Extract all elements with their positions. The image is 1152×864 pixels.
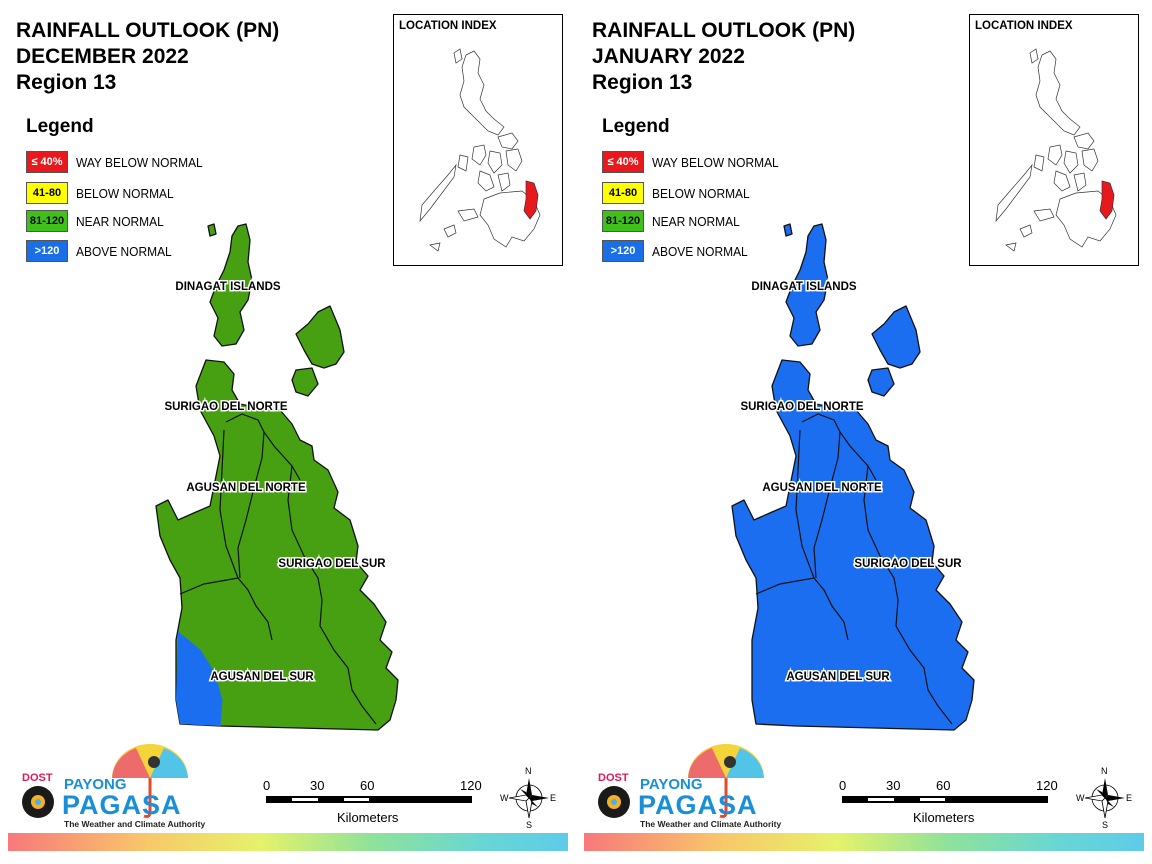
- outlook-panel-december: RAINFALL OUTLOOK (PN) DECEMBER 2022 Regi…: [8, 14, 568, 851]
- region-13-highlight: [1099, 180, 1115, 220]
- legend-item-way-below-normal: ≤ 40% WAY BELOW NORMAL: [26, 151, 214, 173]
- legend-label: NEAR NORMAL: [652, 213, 740, 229]
- legend-label: NEAR NORMAL: [76, 213, 164, 229]
- legend-swatch: 41-80: [26, 182, 68, 204]
- legend-item-way-below-normal: ≤ 40% WAY BELOW NORMAL: [602, 151, 790, 173]
- label-surigao-del-norte: SURIGAO DEL NORTE: [164, 401, 287, 413]
- label-dinagat-islands: DINAGAT ISLANDS: [175, 281, 281, 293]
- legend-swatch: ≤ 40%: [602, 151, 644, 173]
- legend-swatch: ≤ 40%: [26, 151, 68, 173]
- north-arrow-compass: N S W E: [1076, 766, 1134, 830]
- title-line-2: JANUARY 2022: [592, 45, 745, 68]
- legend-item-near-normal: 81-120 NEAR NORMAL: [26, 210, 171, 232]
- title-line-3: Region 13: [16, 71, 117, 94]
- payong-pagasa-logo: DOST PAYONG PAGASA The Weather and Clima…: [592, 740, 782, 832]
- label-agusan-del-norte: AGUSAN DEL NORTE: [762, 482, 882, 494]
- compass-s: S: [1102, 820, 1109, 830]
- location-index-title: LOCATION INDEX: [975, 20, 1073, 32]
- scale-tick-30: 30: [886, 778, 901, 793]
- region-13-map: DINAGAT ISLANDS SURIGAO DEL NORTE AGUSAN…: [731, 223, 975, 731]
- compass-n: N: [525, 766, 532, 776]
- legend-label: BELOW NORMAL: [652, 185, 750, 201]
- map-title: RAINFALL OUTLOOK (PN) DECEMBER 2022 Regi…: [16, 18, 279, 96]
- legend-swatch: 81-120: [26, 210, 68, 232]
- legend-swatch: >120: [26, 240, 68, 262]
- outlook-panel-january: RAINFALL OUTLOOK (PN) JANUARY 2022 Regio…: [576, 0, 1152, 864]
- legend-item-near-normal: 81-120 NEAR NORMAL: [602, 210, 747, 232]
- label-surigao-del-norte: SURIGAO DEL NORTE: [740, 401, 863, 413]
- legend-item-above-normal: >120 ABOVE NORMAL: [26, 240, 180, 262]
- label-agusan-del-norte: AGUSAN DEL NORTE: [186, 482, 306, 494]
- philippines-outline: [995, 48, 1117, 252]
- legend-title: Legend: [602, 116, 670, 137]
- region-13-map: DINAGAT ISLANDS SURIGAO DEL NORTE AGUSAN…: [155, 223, 399, 731]
- logo-dost: DOST: [22, 772, 53, 784]
- logo-tagline: The Weather and Climate Authority: [64, 819, 206, 829]
- title-line-2: DECEMBER 2022: [16, 45, 189, 68]
- title-line-1: RAINFALL OUTLOOK (PN): [16, 19, 280, 42]
- scale-tick-0: 0: [263, 778, 271, 793]
- map-title: RAINFALL OUTLOOK (PN) JANUARY 2022 Regio…: [592, 18, 855, 96]
- legend-title: Legend: [26, 116, 94, 137]
- north-arrow-compass: N S W E: [500, 766, 558, 830]
- compass-w: W: [500, 793, 509, 803]
- legend-item-above-normal: >120 ABOVE NORMAL: [602, 240, 756, 262]
- compass-w: W: [1076, 793, 1085, 803]
- label-agusan-del-sur: AGUSAN DEL SUR: [210, 671, 314, 683]
- label-surigao-del-sur: SURIGAO DEL SUR: [278, 558, 386, 570]
- legend-label: WAY BELOW NORMAL: [76, 154, 203, 170]
- scale-bar-graphic: [842, 796, 1048, 803]
- compass-n: N: [1101, 766, 1108, 776]
- scale-tick-30: 30: [310, 778, 325, 793]
- title-line-1: RAINFALL OUTLOOK (PN): [592, 19, 856, 42]
- logo-dost: DOST: [598, 772, 629, 784]
- legend-swatch: >120: [602, 240, 644, 262]
- logo-pagasa: PAGASA: [62, 790, 182, 820]
- location-index-map: LOCATION INDEX: [969, 14, 1139, 266]
- rainbow-footer-bar: [584, 833, 1144, 851]
- legend-swatch: 41-80: [602, 182, 644, 204]
- logo-payong: PAYONG: [64, 776, 127, 793]
- compass-e: E: [1126, 793, 1133, 803]
- scale-tick-0: 0: [839, 778, 847, 793]
- legend-item-below-normal: 41-80 BELOW NORMAL: [602, 182, 758, 204]
- compass-s: S: [526, 820, 533, 830]
- legend-label: ABOVE NORMAL: [652, 243, 748, 259]
- scale-tick-60: 60: [360, 778, 375, 793]
- scale-unit: Kilometers: [337, 810, 399, 825]
- rainbow-footer-bar: [8, 833, 568, 851]
- label-agusan-del-sur: AGUSAN DEL SUR: [786, 671, 890, 683]
- region-13-highlight: [523, 180, 539, 220]
- scale-bar: 0 30 60 120 Kilometers: [262, 776, 492, 826]
- location-index-title: LOCATION INDEX: [399, 20, 497, 32]
- compass-e: E: [550, 793, 557, 803]
- scale-bar: 0 30 60 120 Kilometers: [838, 776, 1068, 826]
- legend-label: ABOVE NORMAL: [76, 243, 172, 259]
- philippines-outline: [419, 48, 541, 252]
- payong-pagasa-logo: DOST PAYONG PAGASA The Weather and Clima…: [16, 740, 206, 832]
- label-dinagat-islands: DINAGAT ISLANDS: [751, 281, 857, 293]
- scale-tick-60: 60: [936, 778, 951, 793]
- scale-bar-graphic: [266, 796, 472, 803]
- logo-payong: PAYONG: [640, 776, 703, 793]
- logo-pagasa: PAGASA: [638, 790, 758, 820]
- legend-label: WAY BELOW NORMAL: [652, 154, 779, 170]
- legend-swatch: 81-120: [602, 210, 644, 232]
- scale-unit: Kilometers: [913, 810, 975, 825]
- legend-label: BELOW NORMAL: [76, 185, 174, 201]
- scale-tick-120: 120: [1036, 778, 1058, 793]
- title-line-3: Region 13: [592, 71, 693, 94]
- logo-tagline: The Weather and Climate Authority: [640, 819, 782, 829]
- location-index-map: LOCATION INDEX: [393, 14, 563, 266]
- scale-tick-120: 120: [460, 778, 482, 793]
- legend-item-below-normal: 41-80 BELOW NORMAL: [26, 182, 182, 204]
- label-surigao-del-sur: SURIGAO DEL SUR: [854, 558, 962, 570]
